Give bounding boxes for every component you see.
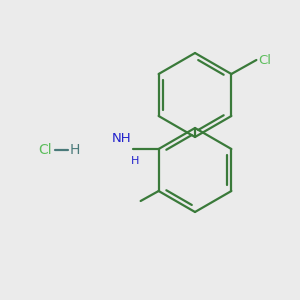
Text: Cl: Cl bbox=[258, 53, 272, 67]
Text: H: H bbox=[130, 156, 139, 166]
Text: NH: NH bbox=[112, 132, 132, 145]
Text: H: H bbox=[70, 143, 80, 157]
Text: Cl: Cl bbox=[38, 143, 52, 157]
